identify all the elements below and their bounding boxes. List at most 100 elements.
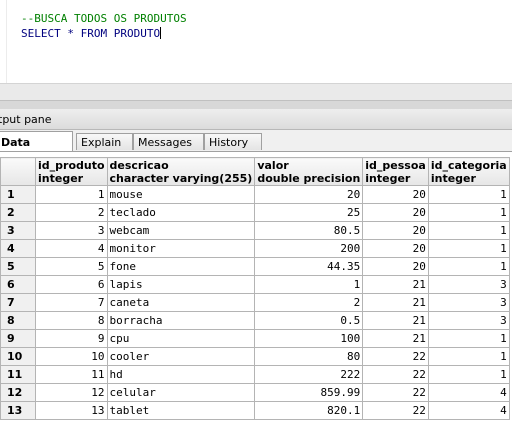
cell-id-pessoa[interactable]: 22 bbox=[363, 384, 429, 402]
column-header-id-pessoa[interactable]: id_pessoa integer bbox=[363, 158, 429, 186]
cell-id-categoria[interactable]: 1 bbox=[428, 222, 509, 240]
cell-id-pessoa[interactable]: 21 bbox=[363, 276, 429, 294]
table-row[interactable]: 12 12 celular 859.99 22 4 bbox=[1, 384, 510, 402]
cell-id-produto[interactable]: 10 bbox=[36, 348, 108, 366]
cell-valor[interactable]: 1 bbox=[255, 276, 363, 294]
column-header-valor[interactable]: valor double precision bbox=[255, 158, 363, 186]
sql-editor[interactable]: --BUSCA TODOS OS PRODUTOS SELECT * FROM … bbox=[0, 0, 512, 83]
cell-descricao[interactable]: fone bbox=[107, 258, 255, 276]
cell-id-pessoa[interactable]: 21 bbox=[363, 294, 429, 312]
cell-id-categoria[interactable]: 1 bbox=[428, 330, 509, 348]
cell-id-produto[interactable]: 2 bbox=[36, 204, 108, 222]
cell-valor[interactable]: 80.5 bbox=[255, 222, 363, 240]
cell-id-pessoa[interactable]: 20 bbox=[363, 186, 429, 204]
cell-id-pessoa[interactable]: 20 bbox=[363, 258, 429, 276]
cell-id-pessoa[interactable]: 22 bbox=[363, 402, 429, 420]
cell-id-categoria[interactable]: 1 bbox=[428, 348, 509, 366]
row-number[interactable]: 7 bbox=[1, 294, 36, 312]
cell-id-categoria[interactable]: 1 bbox=[428, 258, 509, 276]
cell-id-pessoa[interactable]: 20 bbox=[363, 222, 429, 240]
table-row[interactable]: 3 3 webcam 80.5 20 1 bbox=[1, 222, 510, 240]
cell-id-produto[interactable]: 12 bbox=[36, 384, 108, 402]
cell-valor[interactable]: 25 bbox=[255, 204, 363, 222]
cell-id-categoria[interactable]: 1 bbox=[428, 186, 509, 204]
table-row[interactable]: 4 4 monitor 200 20 1 bbox=[1, 240, 510, 258]
cell-id-produto[interactable]: 4 bbox=[36, 240, 108, 258]
cell-valor[interactable]: 859.99 bbox=[255, 384, 363, 402]
cell-valor[interactable]: 0.5 bbox=[255, 312, 363, 330]
cell-descricao[interactable]: monitor bbox=[107, 240, 255, 258]
cell-descricao[interactable]: celular bbox=[107, 384, 255, 402]
table-row[interactable]: 7 7 caneta 2 21 3 bbox=[1, 294, 510, 312]
cell-id-pessoa[interactable]: 22 bbox=[363, 366, 429, 384]
cell-descricao[interactable]: hd bbox=[107, 366, 255, 384]
cell-descricao[interactable]: webcam bbox=[107, 222, 255, 240]
cell-id-pessoa[interactable]: 20 bbox=[363, 204, 429, 222]
cell-descricao[interactable]: tablet bbox=[107, 402, 255, 420]
cell-id-pessoa[interactable]: 21 bbox=[363, 312, 429, 330]
cell-valor[interactable]: 820.1 bbox=[255, 402, 363, 420]
column-header-descricao[interactable]: descricao character varying(255) bbox=[107, 158, 255, 186]
tab-messages[interactable]: Messages bbox=[133, 133, 204, 150]
row-number[interactable]: 4 bbox=[1, 240, 36, 258]
cell-descricao[interactable]: mouse bbox=[107, 186, 255, 204]
row-number[interactable]: 5 bbox=[1, 258, 36, 276]
cell-id-produto[interactable]: 1 bbox=[36, 186, 108, 204]
cell-descricao[interactable]: borracha bbox=[107, 312, 255, 330]
cell-valor[interactable]: 200 bbox=[255, 240, 363, 258]
table-row[interactable]: 10 10 cooler 80 22 1 bbox=[1, 348, 510, 366]
cell-id-categoria[interactable]: 3 bbox=[428, 312, 509, 330]
tab-explain[interactable]: Explain bbox=[76, 133, 133, 150]
cell-valor[interactable]: 2 bbox=[255, 294, 363, 312]
column-header-id-categoria[interactable]: id_categoria integer bbox=[428, 158, 509, 186]
cell-descricao[interactable]: lapis bbox=[107, 276, 255, 294]
cell-id-pessoa[interactable]: 20 bbox=[363, 240, 429, 258]
cell-id-categoria[interactable]: 1 bbox=[428, 366, 509, 384]
tab-history[interactable]: History bbox=[204, 133, 262, 150]
row-number[interactable]: 1 bbox=[1, 186, 36, 204]
cell-valor[interactable]: 222 bbox=[255, 366, 363, 384]
cell-id-categoria[interactable]: 1 bbox=[428, 240, 509, 258]
cell-id-pessoa[interactable]: 22 bbox=[363, 348, 429, 366]
cell-descricao[interactable]: caneta bbox=[107, 294, 255, 312]
cell-valor[interactable]: 20 bbox=[255, 186, 363, 204]
cell-id-categoria[interactable]: 3 bbox=[428, 276, 509, 294]
cell-id-produto[interactable]: 13 bbox=[36, 402, 108, 420]
table-row[interactable]: 2 2 teclado 25 20 1 bbox=[1, 204, 510, 222]
cell-valor[interactable]: 100 bbox=[255, 330, 363, 348]
editor-horizontal-scrollbar[interactable] bbox=[0, 83, 512, 100]
cell-id-produto[interactable]: 11 bbox=[36, 366, 108, 384]
cell-id-pessoa[interactable]: 21 bbox=[363, 330, 429, 348]
table-row[interactable]: 6 6 lapis 1 21 3 bbox=[1, 276, 510, 294]
row-number[interactable]: 2 bbox=[1, 204, 36, 222]
table-row[interactable]: 1 1 mouse 20 20 1 bbox=[1, 186, 510, 204]
cell-valor[interactable]: 80 bbox=[255, 348, 363, 366]
table-row[interactable]: 13 13 tablet 820.1 22 4 bbox=[1, 402, 510, 420]
table-row[interactable]: 9 9 cpu 100 21 1 bbox=[1, 330, 510, 348]
row-number[interactable]: 12 bbox=[1, 384, 36, 402]
cell-valor[interactable]: 44.35 bbox=[255, 258, 363, 276]
cell-descricao[interactable]: cpu bbox=[107, 330, 255, 348]
cell-id-produto[interactable]: 7 bbox=[36, 294, 108, 312]
cell-descricao[interactable]: teclado bbox=[107, 204, 255, 222]
row-number[interactable]: 9 bbox=[1, 330, 36, 348]
table-row[interactable]: 11 11 hd 222 22 1 bbox=[1, 366, 510, 384]
row-number[interactable]: 10 bbox=[1, 348, 36, 366]
table-row[interactable]: 8 8 borracha 0.5 21 3 bbox=[1, 312, 510, 330]
cell-id-categoria[interactable]: 1 bbox=[428, 204, 509, 222]
column-header-id-produto[interactable]: id_produto integer bbox=[36, 158, 108, 186]
cell-id-produto[interactable]: 8 bbox=[36, 312, 108, 330]
row-number[interactable]: 3 bbox=[1, 222, 36, 240]
row-number[interactable]: 13 bbox=[1, 402, 36, 420]
cell-id-categoria[interactable]: 4 bbox=[428, 384, 509, 402]
cell-id-categoria[interactable]: 3 bbox=[428, 294, 509, 312]
cell-id-produto[interactable]: 3 bbox=[36, 222, 108, 240]
row-number[interactable]: 11 bbox=[1, 366, 36, 384]
cell-id-produto[interactable]: 5 bbox=[36, 258, 108, 276]
cell-id-produto[interactable]: 6 bbox=[36, 276, 108, 294]
cell-descricao[interactable]: cooler bbox=[107, 348, 255, 366]
row-number[interactable]: 6 bbox=[1, 276, 36, 294]
grid-corner-cell[interactable] bbox=[1, 158, 36, 186]
row-number[interactable]: 8 bbox=[1, 312, 36, 330]
cell-id-categoria[interactable]: 4 bbox=[428, 402, 509, 420]
